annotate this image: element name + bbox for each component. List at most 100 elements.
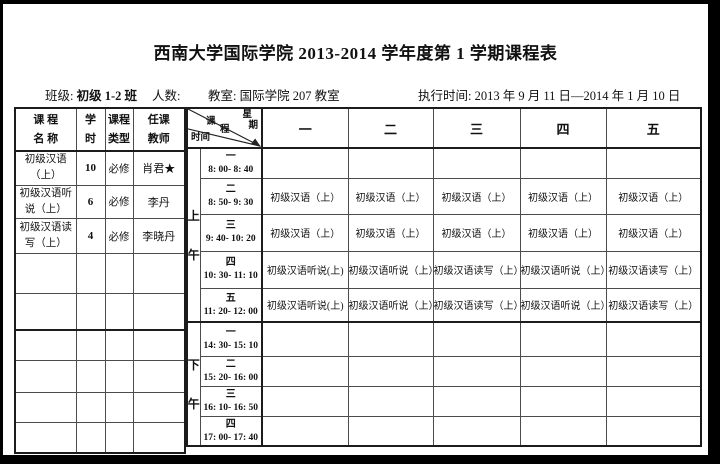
class-value: 初级 1-2 班 (76, 89, 138, 103)
schedule-cell (347, 415, 434, 447)
schedule-cell (347, 385, 434, 417)
period-row: 四 10: 30- 11: 10 初级汉语听说(上) 初级汉语听说（上） 初级汉语… (187, 250, 702, 289)
schedule-cell (519, 321, 607, 357)
schedule-cell (261, 355, 349, 387)
day-header-mon: 一 (261, 107, 349, 149)
info-row: 班级: 初级 1-2 班 人数: 教室: 国际学院 207 教室 执行时间: 2… (3, 85, 708, 103)
course-teacher (132, 360, 186, 394)
schedule-cell (261, 147, 349, 179)
schedule-cell: 初级汉语听说（上） (347, 250, 434, 289)
schedule-cell (605, 321, 702, 357)
schedule-cell: 初级汉语读写（上） (432, 287, 521, 323)
period-row: 二 8: 50- 9: 30 初级汉语（上） 初级汉语（上） 初级汉语（上） 初级… (187, 177, 702, 215)
corner-time-label: 时间 (191, 132, 211, 143)
course-row (14, 293, 186, 331)
period-time: 二 8: 50- 9: 30 (199, 177, 263, 215)
course-hours: 4 (75, 218, 106, 255)
course-name (14, 253, 77, 295)
col-header-course-type: 课程 类型 (104, 107, 134, 152)
schedule-cell: 初级汉语（上） (519, 213, 607, 252)
period-row: 二 15: 20- 16: 00 (187, 355, 702, 387)
course-name (14, 422, 77, 454)
course-row: 初级汉语 （上） 10 必修 肖君★ (14, 150, 186, 186)
course-row (14, 329, 186, 362)
schedule-cell (261, 321, 349, 357)
period-time: 二 15: 20- 16: 00 (199, 355, 263, 387)
schedule-cell (519, 147, 607, 179)
schedule-cell (347, 321, 434, 357)
course-teacher: 李丹 (132, 184, 186, 220)
course-name: 初级汉语读 写（上） (14, 218, 77, 255)
period-time: 五 11: 20- 12: 00 (199, 287, 263, 323)
schedule-cell: 初级汉语（上） (347, 177, 434, 215)
schedule-cell: 初级汉语（上） (261, 213, 349, 252)
course-row: 初级汉语听 说（上） 6 必修 李丹 (14, 184, 186, 220)
course-hours (75, 360, 106, 394)
session-char: 下 (187, 358, 200, 372)
exec-time-value: 2013 年 9 月 11 日—2014 年 1 月 10 日 (474, 89, 681, 103)
course-hours (75, 253, 106, 295)
exec-time-label: 执行时间: (418, 89, 472, 103)
course-hours (75, 293, 106, 331)
schedule-cell (605, 385, 702, 417)
schedule-cell: 初级汉语（上） (605, 177, 702, 215)
course-hours (75, 422, 106, 454)
page-title: 西南大学国际学院 2013-2014 学年度第 1 学期课程表 (153, 44, 558, 63)
course-type: 必修 (104, 150, 134, 186)
course-name: 初级汉语听 说（上） (14, 184, 77, 220)
schedule-cell (605, 355, 702, 387)
class-info: 班级: 初级 1-2 班 (45, 85, 137, 104)
course-row (14, 422, 186, 454)
day-header-tue: 二 (347, 107, 434, 149)
schedule-cell (519, 355, 607, 387)
corner-course-label: 程 (220, 125, 230, 135)
period-row: 三 9: 40- 10: 20 初级汉语（上） 初级汉语（上） 初级汉语（上） 初… (187, 213, 702, 252)
course-name: 初级汉语 （上） (14, 150, 77, 186)
schedule-cell (432, 415, 521, 447)
course-type (104, 253, 134, 295)
course-teacher (132, 329, 186, 362)
schedule-cell: 初级汉语（上） (519, 177, 607, 215)
period-row: 五 11: 20- 12: 00 初级汉语听说(上) 初级汉语听说（上） 初级汉语… (187, 287, 702, 323)
course-teacher (132, 253, 186, 295)
timetable-area: 课 程 名 称 学 时 课程 类型 任课 教师 初级汉语 （上） 10 必修 肖… (14, 107, 702, 454)
headcount-info: 人数: (152, 85, 180, 104)
course-teacher: 李晓丹 (132, 218, 186, 255)
course-name (14, 329, 77, 362)
session-char: 午 (187, 397, 200, 411)
col-header-teacher: 任课 教师 (132, 107, 186, 152)
weekly-schedule-table: 星 期 课 程 时间 一 二 三 四 五 上午 一 8: 00- 8: 40 (186, 107, 702, 447)
period-time: 四 17: 00- 17: 40 (199, 415, 263, 447)
course-row (14, 253, 186, 295)
schedule-cell: 初级汉语读写（上） (605, 250, 702, 289)
period-time: 一 14: 30- 15: 10 (199, 321, 263, 357)
document-page: 西南大学国际学院 2013-2014 学年度第 1 学期课程表 班级: 初级 1… (3, 4, 708, 455)
session-char: 上 (187, 209, 200, 223)
schedule-cell: 初级汉语（上） (347, 213, 434, 252)
corner-week-label: 期 (248, 121, 258, 131)
corner-cell: 星 期 课 程 时间 (186, 107, 263, 149)
session-morning: 上午 (186, 147, 201, 323)
period-row: 下午 一 14: 30- 15: 10 (186, 321, 702, 447)
schedule-cell: 初级汉语听说（上） (519, 250, 607, 289)
schedule-cell (432, 385, 521, 417)
course-type: 必修 (104, 218, 134, 255)
course-teacher (132, 293, 186, 331)
schedule-header-row: 星 期 课 程 时间 一 二 三 四 五 (186, 107, 702, 149)
schedule-cell: 初级汉语（上） (605, 213, 702, 252)
schedule-cell (432, 147, 521, 179)
course-type: 必修 (104, 184, 134, 220)
period-row: 上午 一 8: 00- 8: 40 (186, 147, 702, 323)
course-row (14, 360, 186, 394)
corner-week-label: 星 (242, 110, 252, 120)
course-hours (75, 329, 106, 362)
course-name (14, 293, 77, 331)
schedule-cell (432, 355, 521, 387)
schedule-cell: 初级汉语（上） (432, 213, 521, 252)
course-type (104, 392, 134, 424)
headcount-label: 人数: (152, 89, 181, 103)
course-name (14, 360, 77, 394)
schedule-cell: 初级汉语听说(上) (261, 287, 349, 323)
course-type (104, 360, 134, 394)
course-hours (75, 392, 106, 424)
